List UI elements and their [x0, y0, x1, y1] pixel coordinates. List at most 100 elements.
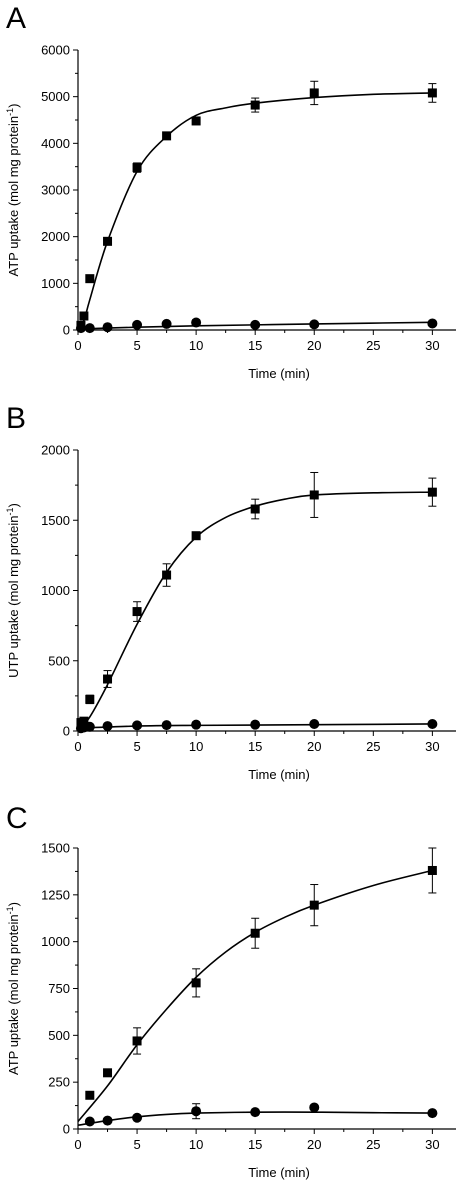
- y-axis-title: ATP uptake (mol mg protein-1): [5, 902, 21, 1075]
- data-point-square: [427, 88, 437, 98]
- data-point-square: [85, 1090, 95, 1100]
- x-tick-label: 0: [74, 739, 81, 754]
- x-tick-label: 20: [307, 1137, 321, 1152]
- y-tick-label: 1000: [41, 276, 70, 291]
- data-point-square: [132, 607, 142, 617]
- x-tick-label: 25: [366, 338, 380, 353]
- data-point-square: [162, 570, 172, 580]
- data-point-circle: [427, 718, 438, 729]
- data-point-square: [309, 900, 319, 910]
- y-tick-label: 1500: [41, 841, 70, 856]
- data-point-circle: [132, 1112, 143, 1123]
- x-tick-label: 5: [133, 739, 140, 754]
- data-point-circle: [427, 318, 438, 329]
- data-point-circle: [191, 719, 202, 730]
- y-tick-label: 2000: [41, 443, 70, 458]
- chart-panel-b: B 0 5 10 15 20 25 30 0 500 1000 1500 2000 Time (min) U…: [5, 402, 456, 782]
- panel-letter: C: [6, 802, 28, 835]
- fit-curve: [77, 869, 433, 1123]
- data-point-square: [191, 116, 201, 126]
- x-tick-label: 30: [425, 739, 439, 754]
- x-tick-label: 20: [307, 739, 321, 754]
- data-point-circle: [132, 319, 143, 330]
- panel-letter: A: [6, 2, 26, 35]
- data-point-square: [250, 928, 260, 938]
- y-axis-title: UTP uptake (mol mg protein-1): [5, 503, 21, 678]
- x-tick-label: 25: [366, 1137, 380, 1152]
- data-point-circle: [309, 718, 320, 729]
- data-point-circle: [191, 317, 202, 328]
- data-point-square: [250, 100, 260, 110]
- y-tick-label: 1000: [41, 583, 70, 598]
- x-tick-label: 10: [189, 338, 203, 353]
- data-point-square: [427, 487, 437, 497]
- data-point-circle: [161, 720, 172, 731]
- x-tick-label: 15: [248, 338, 262, 353]
- x-tick-label: 15: [248, 1137, 262, 1152]
- data-point-circle: [250, 719, 261, 730]
- y-tick-label: 4000: [41, 136, 70, 151]
- x-tick-label: 25: [366, 739, 380, 754]
- x-tick-label: 10: [189, 1137, 203, 1152]
- y-tick-label: 2000: [41, 229, 70, 244]
- data-point-square: [250, 504, 260, 514]
- x-tick-label: 15: [248, 739, 262, 754]
- series-circle: [77, 1102, 438, 1127]
- data-point-circle: [84, 1116, 95, 1127]
- data-point-circle: [132, 720, 143, 731]
- y-axis-title: ATP uptake (mol mg protein-1): [5, 103, 21, 276]
- data-point-circle: [84, 323, 95, 334]
- data-point-circle: [191, 1106, 202, 1117]
- data-point-square: [103, 1068, 113, 1078]
- data-point-square: [85, 274, 95, 284]
- fit-curve: [77, 92, 433, 331]
- y-tick-label: 1250: [41, 887, 70, 902]
- series-square: [76, 471, 437, 732]
- fit-curve: [77, 723, 433, 729]
- x-tick-label: 20: [307, 338, 321, 353]
- data-point-square: [85, 694, 95, 704]
- data-point-circle: [250, 1107, 261, 1118]
- data-point-square: [309, 490, 319, 500]
- data-point-circle: [309, 1102, 320, 1113]
- data-point-circle: [102, 322, 113, 333]
- series-circle: [75, 317, 438, 334]
- data-point-square: [103, 674, 113, 684]
- fit-curve: [77, 491, 433, 732]
- y-tick-label: 0: [63, 724, 70, 739]
- y-tick-label: 500: [48, 653, 70, 668]
- x-axis-title: Time (min): [248, 366, 310, 381]
- data-point-square: [162, 131, 172, 141]
- data-point-circle: [309, 319, 320, 330]
- series-square: [76, 80, 437, 331]
- data-point-circle: [250, 319, 261, 330]
- y-tick-label: 0: [63, 1122, 70, 1137]
- panel-letter: B: [6, 402, 26, 435]
- y-tick-label: 1000: [41, 934, 70, 949]
- x-tick-label: 5: [133, 338, 140, 353]
- data-point-square: [191, 531, 201, 541]
- x-axis-title: Time (min): [248, 1165, 310, 1180]
- x-tick-label: 30: [425, 1137, 439, 1152]
- data-point-circle: [102, 721, 113, 732]
- x-tick-label: 30: [425, 338, 439, 353]
- data-point-square: [132, 163, 142, 173]
- data-point-square: [103, 236, 113, 246]
- data-point-square: [79, 716, 89, 726]
- data-point-circle: [427, 1108, 438, 1119]
- data-point-square: [427, 865, 437, 875]
- chart-panel-a: A 0 5 10 15 20 25 30 0 1000 2000 3000 4000 5000 6000 Ti…: [5, 2, 456, 381]
- data-point-square: [191, 978, 201, 988]
- x-tick-label: 5: [133, 1137, 140, 1152]
- y-tick-label: 250: [48, 1075, 70, 1090]
- data-point-circle: [161, 318, 172, 329]
- y-tick-label: 3000: [41, 183, 70, 198]
- series-square: [77, 847, 437, 1123]
- data-point-square: [132, 1036, 142, 1046]
- x-tick-label: 10: [189, 739, 203, 754]
- y-tick-label: 750: [48, 981, 70, 996]
- data-point-square: [79, 311, 89, 321]
- x-tick-label: 0: [74, 338, 81, 353]
- data-point-circle: [84, 721, 95, 732]
